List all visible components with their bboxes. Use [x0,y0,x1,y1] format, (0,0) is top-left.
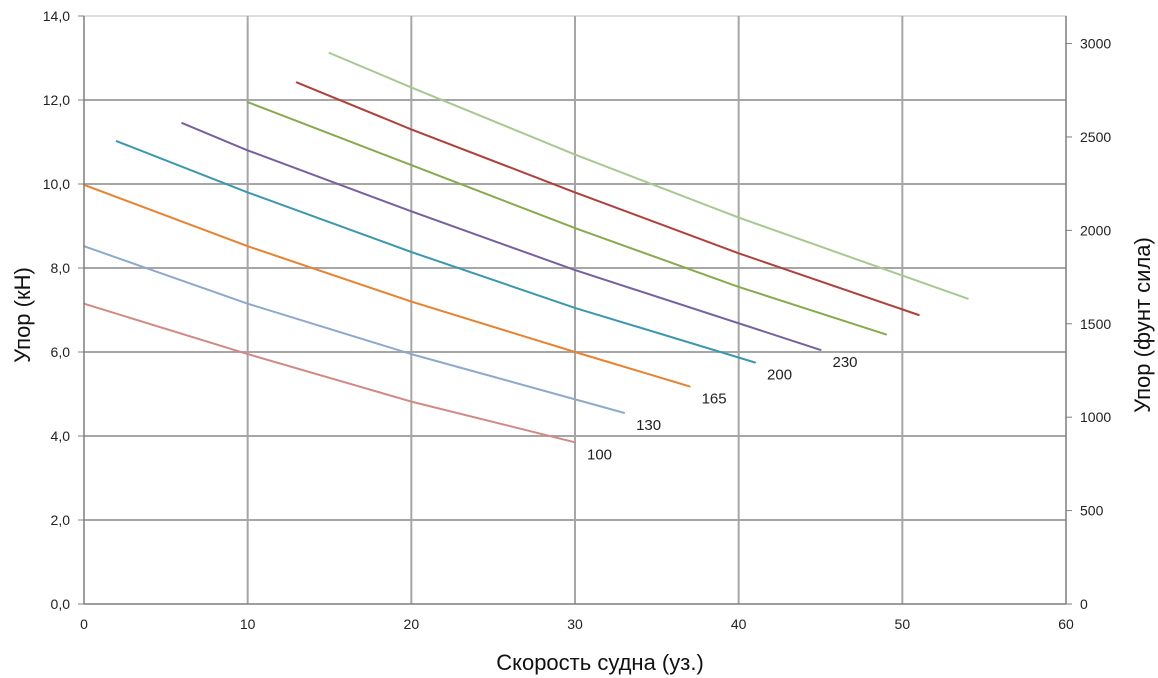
y2-axis-title: Упор (фунт сила) [1130,237,1155,413]
x-tick-label: 50 [895,616,911,632]
y-axis-title: Упор (кН) [10,267,35,363]
series-lines: 100 130 165 200 230 [83,52,969,463]
y-tick-label: 0,0 [51,596,71,612]
series-line-130 [83,245,626,414]
series-label-230: 230 [833,354,858,371]
series-line-unlabeled-7 [295,81,920,316]
y-tick-label: 8,0 [51,260,71,276]
series-label-200: 200 [767,367,792,384]
y-tick-label: 2,0 [51,512,71,528]
series-line-unlabeled-6 [246,101,887,336]
y2-tick-label: 500 [1080,503,1104,519]
y2-tick-label: 1000 [1080,409,1111,425]
x-tick-label: 20 [404,616,420,632]
series-line-230 [181,122,822,351]
series-line-unlabeled-8 [328,52,969,300]
x-tick-label: 40 [731,616,747,632]
y2-tick-label: 2500 [1080,129,1111,145]
y-tick-label: 10,0 [43,176,70,192]
x-tick-label: 30 [567,616,583,632]
y2-tick-label: 2000 [1080,222,1111,238]
x-tick-label: 10 [240,616,256,632]
y2-tick-label: 3000 [1080,36,1111,52]
y-tick-label: 12,0 [43,92,70,108]
x-tick-label: 0 [80,616,88,632]
y-tick-label: 6,0 [51,344,71,360]
grid [83,15,1067,605]
axes: 0 10 20 30 40 50 60 0,0 2,0 4,0 6,0 8,0 10,0 12,0 14,0… [43,8,1112,632]
series-line-200 [115,140,756,364]
x-tick-label: 60 [1058,616,1074,632]
y2-tick-label: 0 [1080,596,1088,612]
series-line-100 [83,302,576,444]
y2-tick-label: 1500 [1080,316,1111,332]
series-line-165 [83,183,691,388]
series-label-130: 130 [636,417,661,434]
y-tick-label: 14,0 [43,8,70,24]
series-label-100: 100 [587,446,612,463]
y-tick-label: 4,0 [51,428,71,444]
x-axis-title: Скорость судна (уз.) [496,650,704,675]
series-label-165: 165 [702,390,727,407]
